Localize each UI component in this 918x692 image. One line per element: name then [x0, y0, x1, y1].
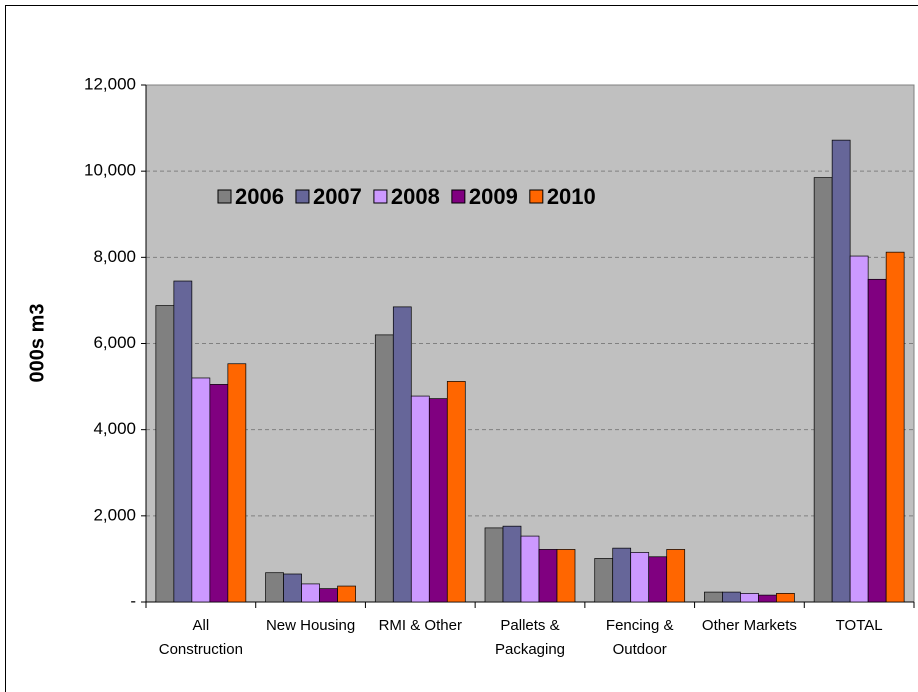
bar: [392, 306, 412, 603]
bar: [265, 572, 284, 603]
y-tick-label: 6,000: [93, 333, 136, 352]
legend-label: 2009: [469, 184, 518, 209]
bar: [502, 525, 522, 603]
y-tick-label: 12,000: [84, 74, 136, 93]
x-tick-label: New Housing: [265, 617, 356, 634]
y-tick-label: 2,000: [93, 505, 136, 524]
bar: [374, 334, 394, 603]
bar: [776, 593, 795, 603]
bar: [704, 591, 723, 603]
x-tick-label: Fencing & Outdoor: [605, 617, 674, 658]
bar: [556, 549, 576, 603]
legend-label: 2010: [547, 184, 596, 209]
bar: [209, 384, 229, 603]
bar: [885, 251, 905, 603]
bar: [612, 547, 632, 603]
legend-swatch: [451, 189, 466, 204]
bar: [648, 556, 668, 603]
bar: [319, 588, 338, 603]
y-axis-label: 000s m3: [26, 304, 48, 383]
bar: [173, 280, 193, 603]
legend-swatch: [295, 189, 310, 204]
bar: [428, 398, 448, 603]
y-tick-label: 8,000: [93, 247, 136, 266]
bar: [867, 278, 887, 603]
bar: [227, 363, 247, 603]
bar: [484, 527, 504, 603]
bar: [813, 177, 833, 603]
x-tick-label: All Construction: [158, 617, 243, 658]
x-tick-label: TOTAL: [835, 617, 883, 634]
bar: [722, 591, 741, 603]
bar: [538, 549, 558, 603]
x-tick-label: Pallets & Packaging: [494, 617, 566, 658]
bar: [301, 583, 320, 603]
y-tick-label: -: [130, 591, 136, 610]
bar: [831, 139, 851, 603]
bar: [337, 585, 356, 603]
legend-swatch: [373, 189, 388, 204]
bar: [155, 305, 175, 603]
bar: [666, 549, 686, 603]
legend-swatch: [217, 189, 232, 204]
bar: [740, 593, 759, 603]
legend-label: 2008: [391, 184, 440, 209]
bar: [410, 395, 430, 603]
legend-label: 2007: [313, 184, 362, 209]
x-tick-label: RMI & Other: [378, 617, 462, 634]
legend-swatch: [529, 189, 544, 204]
legend-label: 2006: [235, 184, 284, 209]
y-tick-label: 4,000: [93, 419, 136, 438]
bar: [191, 377, 211, 603]
bar: [849, 255, 869, 603]
bar: [630, 552, 650, 603]
bar: [283, 573, 302, 603]
bar: [446, 381, 466, 603]
bar: [594, 558, 614, 603]
bar: [520, 535, 540, 603]
bar: [758, 594, 777, 603]
y-tick-label: 10,000: [84, 161, 136, 180]
x-tick-label: Other Markets: [701, 617, 797, 634]
